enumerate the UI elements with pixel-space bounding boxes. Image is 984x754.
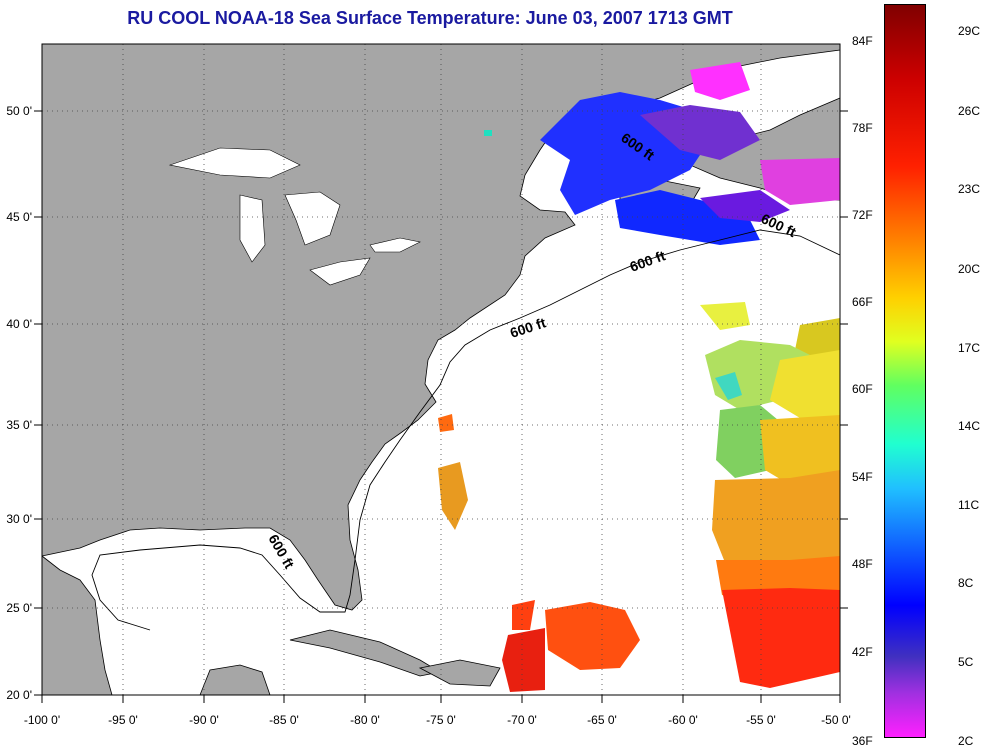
colorbar-label-f: 36F	[852, 734, 873, 748]
colorbar-label-f: 66F	[852, 295, 873, 309]
contour-label: 600 ft	[508, 314, 548, 341]
lon-label: -50 0'	[821, 713, 851, 727]
map-title: RU COOL NOAA-18 Sea Surface Temperature:…	[127, 8, 733, 28]
colorbar-label-c: 17C	[958, 341, 981, 355]
lat-label: 30 0'	[6, 512, 32, 526]
contour-label: 600 ft	[759, 210, 799, 240]
colorbar-label-c: 5C	[958, 655, 974, 669]
great-lakes	[168, 147, 421, 286]
colorbar-label-c: 20C	[958, 262, 981, 276]
lon-label: -95 0'	[108, 713, 138, 727]
lat-label: 40 0'	[6, 317, 32, 331]
lon-label: -55 0'	[746, 713, 776, 727]
land-mass	[41, 43, 841, 696]
colorbar-label-f: 72F	[852, 208, 873, 222]
sst-patches	[438, 62, 840, 692]
colorbar-label-f: 54F	[852, 470, 873, 484]
lon-label: -85 0'	[269, 713, 299, 727]
colorbar-label-c: 2C	[958, 734, 974, 748]
colorbar-label-f: 48F	[852, 557, 873, 571]
lon-label: -80 0'	[350, 713, 380, 727]
lon-label: -70 0'	[507, 713, 537, 727]
longitude-labels: -100 0' -95 0' -90 0' -85 0' -80 0' -75 …	[24, 713, 851, 727]
lat-label: 35 0'	[6, 418, 32, 432]
lat-label: 25 0'	[6, 601, 32, 615]
colorbar-label-f: 42F	[852, 645, 873, 659]
temperature-colorbar	[884, 4, 926, 738]
colorbar-label-c: 23C	[958, 182, 981, 196]
contour-label: 600 ft	[628, 247, 668, 275]
lon-label: -100 0'	[24, 713, 60, 727]
colorbar-label-c: 29C	[958, 24, 981, 38]
lon-label: -65 0'	[587, 713, 617, 727]
colorbar-label-c: 8C	[958, 576, 974, 590]
colorbar-label-c: 26C	[958, 104, 981, 118]
lat-label: 50 0'	[6, 104, 32, 118]
lat-lon-grid	[42, 44, 840, 695]
axis-ticks	[34, 110, 848, 703]
colorbar-label-f: 84F	[852, 34, 873, 48]
latitude-labels: 50 0' 45 0' 40 0' 35 0' 30 0' 25 0' 20 0…	[6, 104, 32, 702]
colorbar-label-f: 60F	[852, 382, 873, 396]
lon-label: -90 0'	[189, 713, 219, 727]
depth-contour	[91, 229, 841, 631]
lat-label: 20 0'	[6, 688, 32, 702]
lon-label: -75 0'	[426, 713, 456, 727]
colorbar-label-f: 78F	[852, 121, 873, 135]
lon-label: -60 0'	[668, 713, 698, 727]
colorbar-label-c: 11C	[958, 498, 980, 512]
lat-label: 45 0'	[6, 210, 32, 224]
colorbar-label-c: 14C	[958, 419, 981, 433]
